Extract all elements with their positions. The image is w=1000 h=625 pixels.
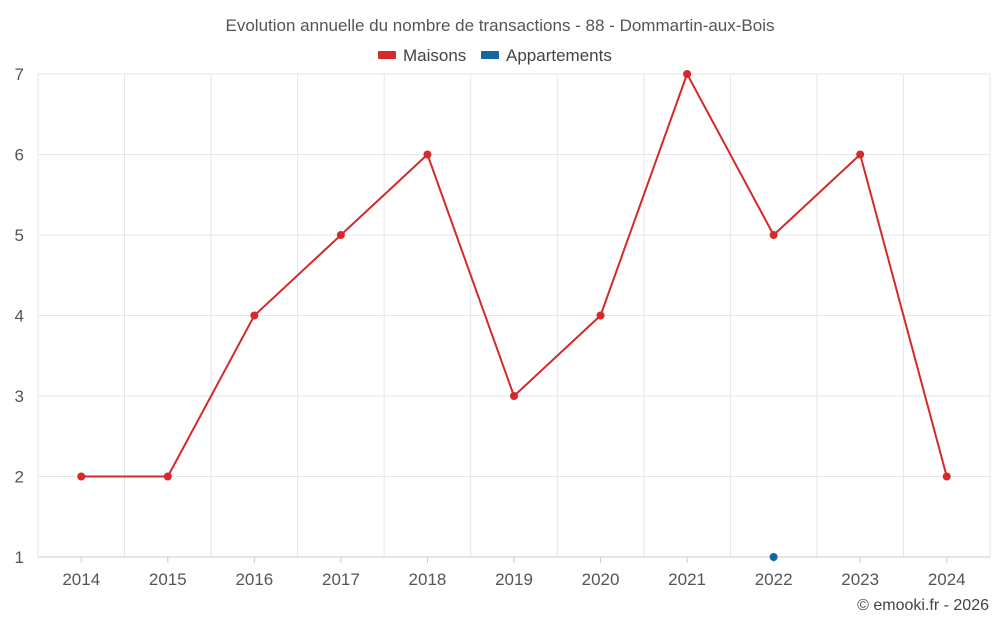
y-tick-label: 4	[15, 307, 24, 326]
legend-item-maisons[interactable]: Maisons	[378, 46, 466, 65]
data-point-maisons-2015	[163, 472, 172, 481]
credit: © emooki.fr - 2026	[857, 597, 989, 614]
axes: 1 2 3 4 5 6 7 2014 2015 2016 2017 2018 2019 2020 2021 2…	[15, 65, 990, 589]
y-tick-label: 3	[15, 387, 24, 406]
data-point-maisons-2020	[596, 311, 605, 320]
data-point-maisons-2022	[769, 231, 778, 239]
data-point-maisons-2021	[683, 70, 692, 78]
x-tick-label: 2020	[582, 570, 620, 589]
data-point-maisons-2024	[942, 472, 951, 481]
series	[77, 70, 951, 561]
y-tick-label: 5	[15, 226, 24, 245]
data-point-maisons-2019	[510, 392, 518, 400]
x-tick-label: 2022	[755, 570, 793, 589]
x-tick-label: 2021	[668, 570, 706, 589]
data-point-maisons-2014	[77, 472, 86, 481]
x-tick-label: 2014	[62, 570, 100, 589]
legend-swatch-appartements	[481, 51, 499, 59]
grid	[37, 73, 991, 558]
x-tick-label: 2017	[322, 570, 360, 589]
legend: Maisons Appartements	[378, 46, 612, 65]
y-tick-label: 7	[15, 65, 24, 84]
x-tick-label: 2019	[495, 570, 533, 589]
legend-label-appartements: Appartements	[506, 46, 612, 65]
data-point-maisons-2018	[423, 150, 432, 159]
y-tick-label: 2	[15, 468, 24, 487]
legend-label-maisons: Maisons	[403, 46, 466, 65]
y-tick-label: 6	[15, 146, 24, 165]
data-point-maisons-2017	[336, 231, 345, 239]
legend-swatch-maisons	[378, 51, 396, 59]
x-tick-label: 2024	[928, 570, 966, 589]
x-tick-label: 2023	[841, 570, 879, 589]
x-tick-label: 2015	[149, 570, 187, 589]
legend-item-appartements[interactable]: Appartements	[481, 46, 612, 65]
data-point-maisons-2023	[856, 150, 865, 159]
x-tick-label: 2018	[409, 570, 447, 589]
data-point-maisons-2016	[250, 311, 259, 320]
chart-title: Evolution annuelle du nombre de transact…	[226, 16, 775, 35]
y-tick-label: 1	[15, 548, 24, 567]
data-point-appartements-2022	[769, 553, 778, 561]
x-tick-label: 2016	[235, 570, 273, 589]
